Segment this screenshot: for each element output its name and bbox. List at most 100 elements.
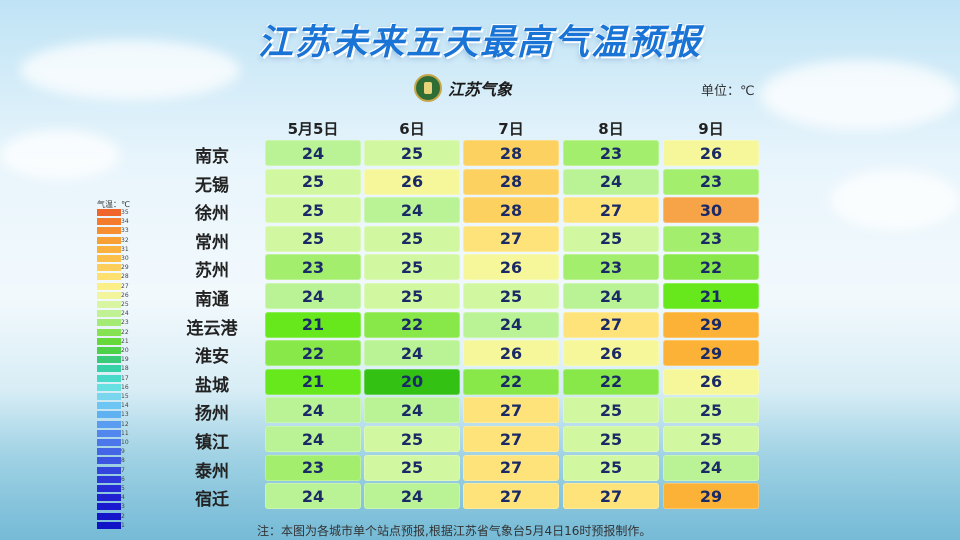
temperature-cell: 21 — [265, 311, 361, 338]
city-label: 苏州 — [195, 261, 229, 282]
temperature-cell: 23 — [563, 254, 659, 281]
legend-value: 3 — [121, 503, 125, 511]
city-label: 连云港 — [186, 318, 238, 339]
temperature-cell: 24 — [265, 397, 361, 424]
legend-swatch — [97, 475, 121, 483]
legend-swatch — [97, 411, 121, 419]
temperature-cell: 28 — [463, 168, 559, 195]
city-label: 徐州 — [195, 204, 229, 225]
legend-swatch — [97, 245, 121, 253]
legend-value: 35 — [121, 209, 129, 216]
temperature-cell: 25 — [663, 397, 759, 424]
legend-swatch — [97, 374, 121, 382]
temperature-cell: 24 — [563, 168, 659, 195]
legend-value: 29 — [121, 264, 129, 272]
temperature-cell: 27 — [463, 454, 559, 481]
temperature-cell: 24 — [364, 197, 460, 224]
date-header: 9日 — [698, 120, 724, 138]
legend-swatch — [97, 383, 121, 391]
temperature-cell: 23 — [265, 454, 361, 481]
legend-swatch — [97, 494, 121, 502]
temperature-cell: 27 — [463, 225, 559, 252]
temperature-cell: 24 — [364, 483, 460, 510]
temperature-cell: 25 — [563, 225, 659, 252]
temperature-cell: 25 — [364, 225, 460, 252]
legend-value: 20 — [121, 347, 129, 354]
legend-value: 2 — [121, 512, 125, 520]
legend-swatch — [97, 255, 121, 262]
temperature-cell: 28 — [463, 140, 559, 166]
legend-value: 24 — [121, 310, 129, 318]
legend-swatch — [97, 457, 121, 465]
legend-value: 18 — [121, 365, 129, 373]
temperature-cell: 27 — [563, 483, 659, 510]
temperature-cell: 20 — [364, 368, 460, 395]
legend-value: 9 — [121, 448, 125, 456]
temperature-cell: 27 — [463, 483, 559, 510]
legend-swatch — [97, 328, 121, 336]
temperature-cell: 23 — [265, 254, 361, 281]
legend-swatch — [97, 503, 121, 511]
legend-title: 气温：℃ — [97, 200, 130, 209]
footnote: 注：本图为各城市单个站点预报,根据江苏省气象台5月4日16时预报制作。 — [257, 524, 652, 538]
temperature-cell: 26 — [663, 368, 759, 395]
legend-value: 31 — [121, 245, 129, 253]
temperature-cell: 27 — [463, 426, 559, 452]
temperature-cell: 23 — [663, 168, 759, 195]
legend-swatch — [97, 291, 121, 299]
temperature-cell: 25 — [563, 454, 659, 481]
city-label: 南通 — [195, 290, 229, 310]
legend-value: 30 — [121, 255, 129, 262]
decor-cloud — [0, 130, 120, 180]
legend-value: 23 — [121, 319, 129, 327]
legend-value: 16 — [121, 383, 129, 391]
temperature-cell: 25 — [265, 168, 361, 195]
temperature-cell: 24 — [265, 426, 361, 452]
legend-value: 19 — [121, 356, 129, 364]
temperature-cell: 27 — [563, 311, 659, 338]
legend-value: 34 — [121, 218, 129, 226]
legend-swatch — [97, 227, 121, 235]
legend-value: 33 — [121, 227, 129, 235]
legend-value: 4 — [121, 494, 125, 502]
legend-swatch — [97, 485, 121, 492]
temperature-cell: 25 — [563, 397, 659, 424]
legend-value: 28 — [121, 273, 129, 281]
temperature-cell: 29 — [663, 483, 759, 510]
legend-value: 26 — [121, 291, 129, 299]
city-label: 南京 — [195, 147, 229, 167]
meteorology-emblem-icon — [414, 74, 442, 102]
legend-value: 12 — [121, 420, 129, 428]
temperature-cell: 22 — [463, 368, 559, 395]
decor-cloud — [760, 60, 960, 130]
logo-text: 江苏气象 — [448, 80, 513, 99]
legend-value: 27 — [121, 282, 129, 290]
temperature-cell: 25 — [463, 283, 559, 309]
legend-swatch — [97, 319, 121, 327]
temperature-cell: 22 — [265, 340, 361, 367]
legend-swatch — [97, 301, 121, 308]
legend-value: 7 — [121, 466, 125, 474]
city-label: 泰州 — [195, 461, 229, 482]
temperature-cell: 25 — [563, 426, 659, 452]
city-label: 镇江 — [195, 433, 229, 453]
temperature-cell: 27 — [563, 197, 659, 224]
temperature-cell: 24 — [364, 397, 460, 424]
legend-value: 17 — [121, 374, 129, 382]
temperature-cell: 22 — [563, 368, 659, 395]
temperature-cell: 26 — [463, 254, 559, 281]
temperature-cell: 24 — [265, 483, 361, 510]
date-header: 7日 — [498, 120, 524, 138]
legend-swatch — [97, 264, 121, 272]
legend-value: 14 — [121, 402, 129, 410]
city-label: 宿迁 — [195, 490, 229, 511]
decor-cloud — [830, 170, 960, 230]
date-header: 5月5日 — [287, 120, 339, 138]
date-header: 8日 — [598, 120, 624, 138]
temperature-cell: 26 — [364, 168, 460, 195]
temperature-cell: 25 — [265, 197, 361, 224]
temperature-cell: 27 — [463, 397, 559, 424]
temperature-cell: 25 — [265, 225, 361, 252]
legend-value: 32 — [121, 236, 129, 244]
date-header: 6日 — [399, 120, 425, 138]
